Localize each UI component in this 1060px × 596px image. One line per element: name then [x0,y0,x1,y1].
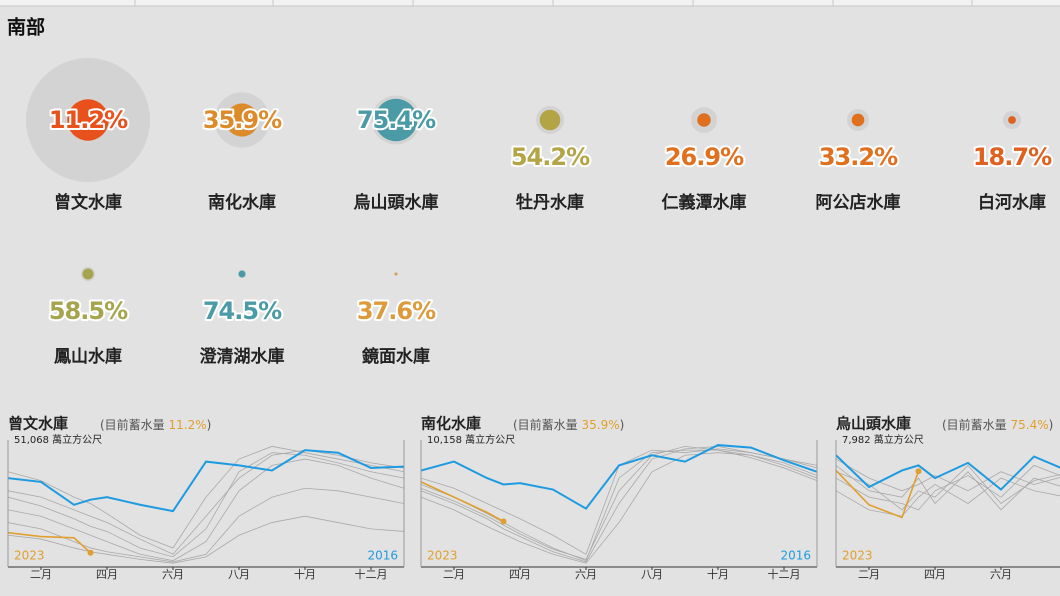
storage-circle [697,113,711,127]
storage-label: 18.7% [973,143,1052,171]
current-storage-note: (目前蓄水量 75.4%) [942,417,1053,432]
history-line [8,487,404,563]
capacity-label: 51,068 萬立方公尺 [14,433,102,446]
history-line [836,464,1060,511]
series-line [836,454,1060,491]
storage-label: 37.6% [357,297,436,325]
storage-circle [374,98,418,142]
history-line [8,452,404,558]
note-end: ) [1049,418,1054,432]
storage-label: 54.2% [511,143,590,171]
x-tick-label: 十月 [294,567,316,581]
x-tick-label: 四月 [509,568,531,581]
storage-circle [238,270,246,278]
reservoir-name: 烏山頭水庫 [354,192,439,213]
reservoir-name: 曾文水庫 [54,192,122,213]
current-storage-note: (目前蓄水量 35.9%) [513,417,624,432]
region-title: 南部 [7,16,45,39]
history-line [8,449,404,555]
x-tick-label: 十二月 [768,567,801,581]
x-tick-label: 四月 [96,568,118,581]
capacity-label: 7,982 萬立方公尺 [842,433,924,446]
x-tick-label: 八月 [641,568,663,581]
current-value: 35.9% [582,418,620,432]
history-line [421,452,817,564]
history-line [8,515,404,564]
plot-area [8,445,404,564]
storage-label: 11.2% [49,106,128,134]
series-line [421,444,817,510]
storage-circle [851,113,865,127]
reservoir-name: 鏡面水庫 [362,346,430,367]
x-tick-label: 二月 [30,568,52,581]
note-end: ) [620,418,625,432]
chart-title: 曾文水庫 [8,415,68,433]
current-dot [500,518,507,525]
x-tick-label: 十月 [707,567,729,581]
tab-bar[interactable] [0,0,1060,6]
x-tick-label: 六月 [990,568,1012,581]
storage-circle [225,103,259,137]
x-tick-label: 四月 [924,568,946,581]
series-line [421,481,504,523]
note-text: (目前蓄水量 [513,417,582,432]
storage-label: 74.5% [203,297,282,325]
storage-circle [394,272,398,276]
storage-circle [67,99,109,141]
plot-area [836,454,1060,519]
history-line [8,458,404,562]
legend-label: 2023 [427,549,458,563]
x-tick-label: 六月 [162,568,184,581]
reservoir-name: 牡丹水庫 [516,192,584,213]
storage-circle [1008,116,1016,124]
x-tick-label: 十二月 [355,567,388,581]
history-line [836,477,1060,517]
capacity-label: 10,158 萬立方公尺 [427,433,515,446]
storage-label: 33.2% [819,143,898,171]
tab-dividers [134,0,973,6]
reservoir-name: 仁義潭水庫 [662,192,747,213]
note-text: (目前蓄水量 [942,417,1011,432]
reservoir-name: 阿公店水庫 [816,192,901,213]
legend-label: 2016 [367,549,398,563]
history-line [421,448,817,555]
storage-circle [539,109,561,131]
reservoir-name: 澄清湖水庫 [200,346,285,367]
storage-label: 26.9% [665,143,744,171]
note-text: (目前蓄水量 [100,417,169,432]
series-line [836,469,920,519]
history-line [421,445,817,563]
note-end: ) [207,418,212,432]
history-line [836,464,1060,511]
x-tick-label: 八月 [228,568,250,581]
series-line [8,531,92,554]
reservoir-name: 南化水庫 [208,192,276,213]
storage-circle [82,268,94,280]
history-line [421,445,817,560]
current-storage-note: (目前蓄水量 11.2%) [100,417,211,432]
series-line [8,449,404,513]
history-line [421,449,817,562]
reservoir-name: 白河水庫 [978,192,1046,213]
reservoir-name: 鳳山水庫 [54,346,122,367]
current-dot [915,468,922,475]
x-tick-label: 六月 [575,568,597,581]
storage-label: 75.4% [357,106,436,134]
legend-label: 2016 [780,549,811,563]
storage-label: 35.9% [203,106,282,134]
current-dot [87,549,94,556]
storage-label: 58.5% [49,297,128,325]
history-line [8,445,404,549]
plot-area [421,444,817,564]
current-value: 75.4% [1011,418,1049,432]
chart-title: 南化水庫 [421,415,481,433]
chart-title: 烏山頭水庫 [836,415,911,433]
legend-label: 2023 [14,549,45,563]
x-tick-label: 二月 [858,568,880,581]
current-value: 11.2% [169,418,207,432]
x-tick-label: 二月 [443,568,465,581]
legend-label: 2023 [842,549,873,563]
